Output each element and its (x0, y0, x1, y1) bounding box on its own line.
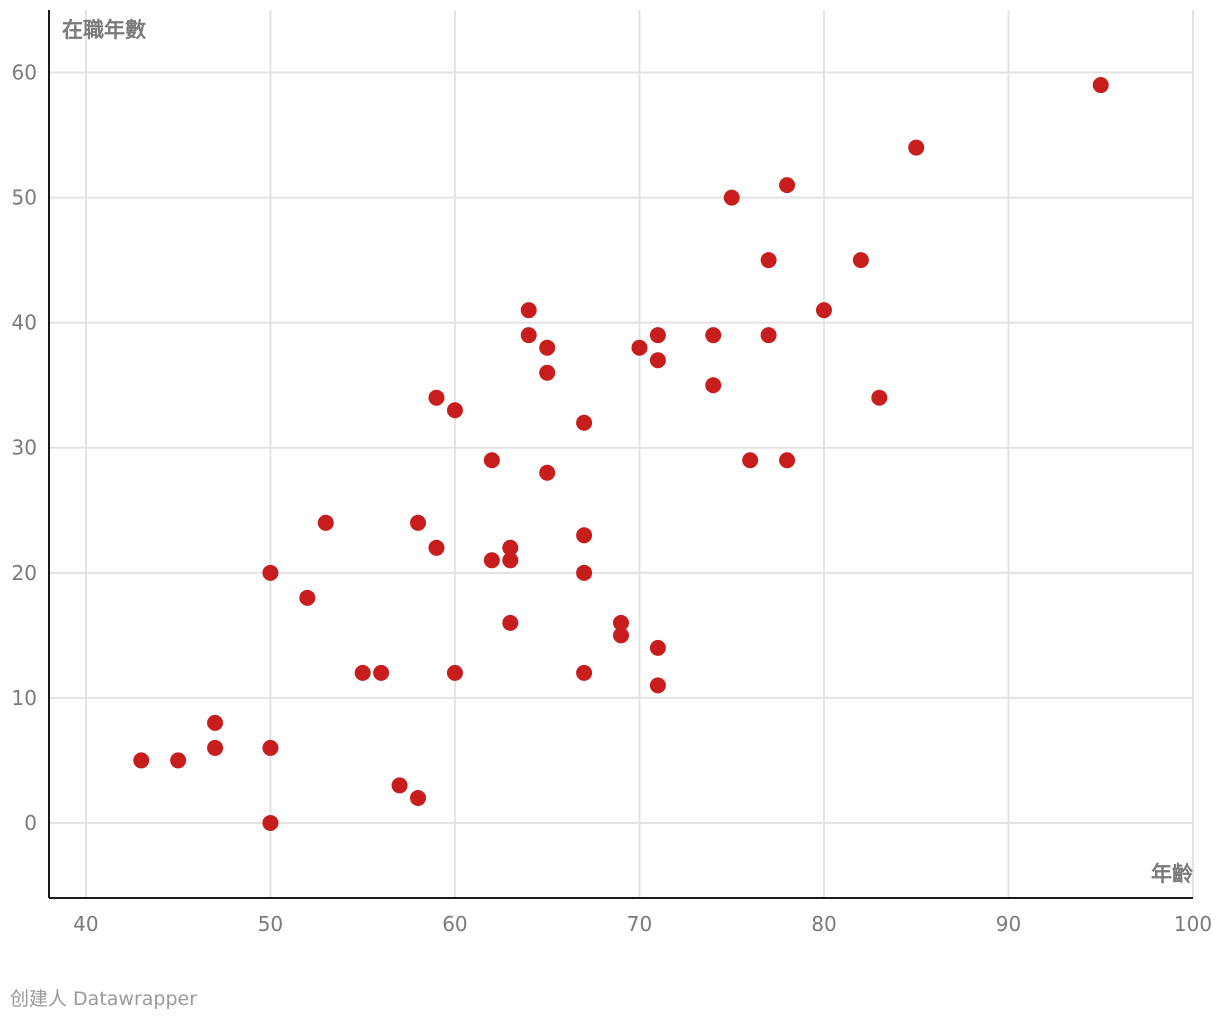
data-point (133, 752, 150, 769)
data-point (428, 389, 445, 406)
data-point (262, 564, 279, 581)
data-point (779, 177, 796, 194)
data-point (649, 327, 666, 344)
data-point (539, 339, 556, 356)
x-tick-label: 50 (258, 912, 283, 936)
data-point (871, 389, 888, 406)
data-point (705, 327, 722, 344)
y-tick-label: 10 (12, 686, 37, 710)
data-point (539, 464, 556, 481)
data-point (446, 664, 463, 681)
data-point (483, 552, 500, 569)
data-point (410, 514, 427, 531)
data-point (520, 302, 537, 319)
data-point (262, 814, 279, 831)
axis-layer (48, 10, 1193, 899)
data-point (760, 327, 777, 344)
x-tick-label: 70 (627, 912, 652, 936)
data-point (705, 377, 722, 394)
data-point (576, 527, 593, 544)
data-point (391, 777, 408, 794)
data-point (649, 352, 666, 369)
data-point (299, 589, 316, 606)
data-point (779, 452, 796, 469)
data-point (760, 252, 777, 269)
data-point (428, 539, 445, 556)
data-point (520, 327, 537, 344)
data-point (1092, 77, 1109, 94)
x-tick-label: 80 (811, 912, 836, 936)
chart-credit: 创建人 Datawrapper (10, 988, 198, 1010)
data-point (207, 739, 224, 756)
data-point (815, 302, 832, 319)
grid-layer (49, 10, 1194, 898)
data-point (502, 552, 519, 569)
y-tick-label: 30 (12, 436, 37, 460)
data-point (723, 189, 740, 206)
data-point-layer (133, 77, 1109, 831)
data-point (852, 252, 869, 269)
y-tick-label: 50 (12, 186, 37, 210)
data-point (631, 339, 648, 356)
data-point (649, 639, 666, 656)
x-axis-title: 年齡 (1151, 862, 1193, 886)
y-axis-title: 在職年數 (62, 18, 146, 42)
data-point (576, 414, 593, 431)
data-point (373, 664, 390, 681)
data-point (613, 627, 629, 644)
data-point (576, 564, 593, 581)
data-point (613, 614, 629, 631)
data-point (483, 452, 500, 469)
y-tick-label: 0 (24, 811, 37, 835)
data-point (539, 364, 556, 381)
x-tick-label: 100 (1174, 912, 1212, 936)
data-point (262, 739, 279, 756)
data-point (649, 677, 666, 694)
data-point (576, 664, 593, 681)
data-point (502, 539, 519, 556)
data-point (908, 139, 925, 156)
x-tick-label: 90 (996, 912, 1021, 936)
data-point (446, 402, 463, 419)
data-point (207, 714, 224, 731)
x-tick-label: 60 (442, 912, 467, 936)
x-tick-label: 40 (73, 912, 98, 936)
data-point (502, 614, 519, 631)
data-point (317, 514, 334, 531)
y-tick-label: 60 (12, 61, 37, 85)
data-point (354, 664, 371, 681)
y-tick-label: 20 (12, 561, 37, 585)
tick-label-layer: 40 50 60 70 80 90 100 0 10 20 30 40 50 60 (12, 61, 1213, 936)
data-point (170, 752, 187, 769)
data-point (742, 452, 759, 469)
y-tick-label: 40 (12, 311, 37, 335)
data-point (410, 789, 427, 806)
